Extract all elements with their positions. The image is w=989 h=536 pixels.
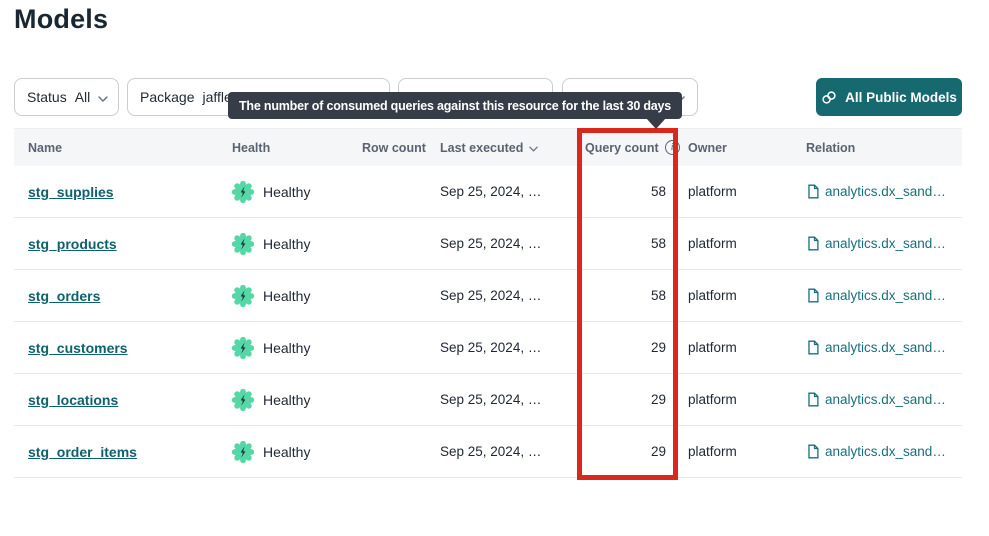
table-row: stg_orders Healthy xyxy=(14,270,962,322)
all-public-models-button[interactable]: All Public Models xyxy=(816,78,962,116)
header-name: Name xyxy=(28,140,63,155)
last-executed-value: Sep 25, 2024, … xyxy=(440,236,542,251)
last-executed-value: Sep 25, 2024, … xyxy=(440,444,542,459)
table-row: stg_products Healthy xyxy=(14,218,962,270)
relation-value: analytics.dx_sand… xyxy=(825,340,946,355)
header-query-count: Query count i xyxy=(585,129,680,166)
header-query-count-label: Query count xyxy=(585,140,659,155)
header-last-executed[interactable]: Last executed xyxy=(440,129,539,166)
all-public-models-label: All Public Models xyxy=(845,89,957,105)
owner-value: platform xyxy=(688,392,737,407)
relation-link[interactable]: analytics.dx_sand… xyxy=(806,444,946,459)
owner-value: platform xyxy=(688,184,737,199)
owner-value: platform xyxy=(688,236,737,251)
model-name-link[interactable]: stg_order_items xyxy=(28,443,137,460)
table-body: stg_supplies Healthy xyxy=(14,166,962,478)
info-icon[interactable]: i xyxy=(664,140,680,155)
relation-value: analytics.dx_sand… xyxy=(825,444,946,459)
query-count-value: 29 xyxy=(650,392,666,407)
document-icon xyxy=(806,340,819,355)
models-table: Name Health Row count Last executed Quer… xyxy=(14,128,962,478)
document-icon xyxy=(806,288,819,303)
health-status-label: Healthy xyxy=(263,287,311,304)
health-status-label: Healthy xyxy=(263,183,311,200)
query-count-value: 58 xyxy=(650,184,666,199)
query-count-tooltip: The number of consumed queries against t… xyxy=(228,92,683,119)
relation-link[interactable]: analytics.dx_sand… xyxy=(806,340,946,355)
query-count-value: 58 xyxy=(650,236,666,251)
document-icon xyxy=(806,184,819,199)
header-row-count: Row count xyxy=(362,140,426,155)
query-count-value: 29 xyxy=(650,444,666,459)
relation-link[interactable]: analytics.dx_sand… xyxy=(806,236,946,251)
relation-value: analytics.dx_sand… xyxy=(825,392,946,407)
model-name-link[interactable]: stg_supplies xyxy=(28,183,114,200)
relation-link[interactable]: analytics.dx_sand… xyxy=(806,392,946,407)
health-badge-icon xyxy=(232,180,254,203)
table-row: stg_customers Healthy xyxy=(14,322,962,374)
header-health: Health xyxy=(232,140,271,155)
page-title: Models xyxy=(14,4,109,34)
health-status-label: Healthy xyxy=(263,443,311,460)
relation-link[interactable]: analytics.dx_sand… xyxy=(806,288,946,303)
document-icon xyxy=(806,236,819,251)
sort-chevron-down-icon xyxy=(529,141,539,155)
tooltip-arrow xyxy=(646,118,666,129)
model-name-link[interactable]: stg_locations xyxy=(28,391,119,408)
health-badge-icon xyxy=(232,336,254,359)
health-badge-icon xyxy=(232,388,254,411)
owner-value: platform xyxy=(688,444,737,459)
header-relation: Relation xyxy=(806,140,856,155)
relation-value: analytics.dx_sand… xyxy=(825,236,946,251)
table-row: stg_supplies Healthy xyxy=(14,166,962,218)
last-executed-value: Sep 25, 2024, … xyxy=(440,340,542,355)
relation-value: analytics.dx_sand… xyxy=(825,184,946,199)
document-icon xyxy=(806,392,819,407)
query-count-value: 29 xyxy=(650,340,666,355)
last-executed-value: Sep 25, 2024, … xyxy=(440,288,542,303)
relation-value: analytics.dx_sand… xyxy=(825,288,946,303)
query-count-value: 58 xyxy=(650,288,666,303)
owner-value: platform xyxy=(688,340,737,355)
table-header-row: Name Health Row count Last executed Quer… xyxy=(14,128,962,166)
health-status-label: Healthy xyxy=(263,235,311,252)
chevron-down-icon xyxy=(98,89,109,105)
health-status-label: Healthy xyxy=(263,339,311,356)
health-status-label: Healthy xyxy=(263,391,311,408)
status-filter-label: Status xyxy=(27,89,67,105)
table-row: stg_order_items Healt xyxy=(14,426,962,478)
package-filter-label: Package xyxy=(140,89,195,105)
model-name-link[interactable]: stg_products xyxy=(28,235,117,252)
health-badge-icon xyxy=(232,440,254,463)
owner-value: platform xyxy=(688,288,737,303)
header-last-executed-label: Last executed xyxy=(440,140,524,155)
table-row: stg_locations Healthy xyxy=(14,374,962,426)
model-name-link[interactable]: stg_orders xyxy=(28,287,101,304)
header-owner: Owner xyxy=(688,140,727,155)
status-filter[interactable]: Status All xyxy=(14,78,119,116)
link-icon xyxy=(821,90,837,105)
health-badge-icon xyxy=(232,284,254,307)
health-badge-icon xyxy=(232,232,254,255)
relation-link[interactable]: analytics.dx_sand… xyxy=(806,184,946,199)
model-name-link[interactable]: stg_customers xyxy=(28,339,128,356)
last-executed-value: Sep 25, 2024, … xyxy=(440,184,542,199)
last-executed-value: Sep 25, 2024, … xyxy=(440,392,542,407)
document-icon xyxy=(806,444,819,459)
status-filter-value: All xyxy=(74,89,91,105)
